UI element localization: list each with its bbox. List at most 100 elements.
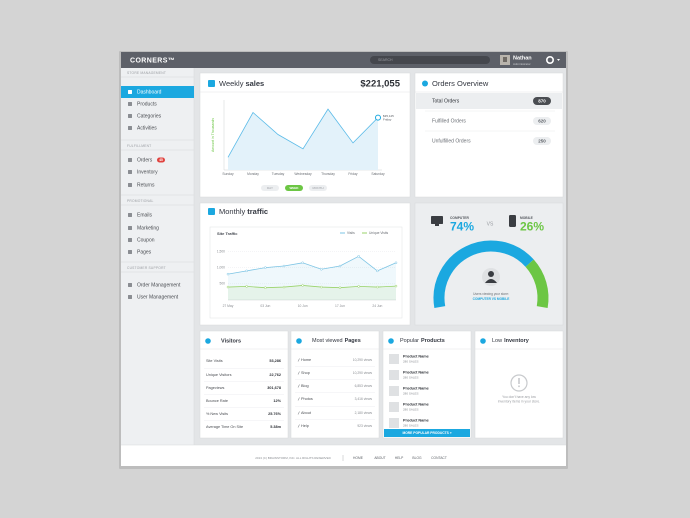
sidebar-icon xyxy=(128,213,132,217)
page-label: Help xyxy=(301,424,309,428)
search-box[interactable] xyxy=(370,56,490,64)
traffic-point xyxy=(338,264,342,268)
sidebar-icon xyxy=(128,283,132,287)
x-tick-label: Tuesday xyxy=(272,172,285,176)
footer-link[interactable]: HELP xyxy=(395,456,404,460)
legend-label: Unique Visits xyxy=(369,231,389,235)
pages-title-bold: Pages xyxy=(345,338,361,344)
panel xyxy=(474,330,564,439)
sidebar-item[interactable]: Order Management xyxy=(137,283,181,289)
title-icon xyxy=(208,208,215,215)
x-tick-label: Wednesday xyxy=(294,172,312,176)
settings-icon[interactable] xyxy=(545,55,554,64)
product-sales: 280 SALES xyxy=(403,407,419,411)
page-label: Home xyxy=(301,358,311,362)
page-views: 10,290 views xyxy=(353,358,373,362)
more-button[interactable] xyxy=(384,429,470,437)
sidebar-item[interactable]: Orders xyxy=(137,158,153,164)
sales-annotation: $35,125 xyxy=(383,114,394,118)
sidebar-item[interactable]: Dashboard xyxy=(137,90,162,96)
sidebar-active-item xyxy=(121,86,194,98)
inventory-title: Low Inventory xyxy=(492,338,530,344)
title-icon xyxy=(422,80,428,87)
footer-link[interactable]: CONTACT xyxy=(431,456,447,460)
y-tick-label: 1,000 xyxy=(217,266,225,270)
products-title-light: Popular xyxy=(400,338,419,344)
sidebar-icon xyxy=(128,295,132,299)
sidebar-item[interactable]: Pages xyxy=(137,250,152,256)
footer xyxy=(121,445,566,466)
avatar-face xyxy=(503,57,507,62)
sidebar-item[interactable]: Returns xyxy=(137,183,155,189)
x-tick-label: 10 Jun xyxy=(298,304,308,308)
legend-label: Visits xyxy=(347,231,355,235)
sidebar-section-title: FULFILLMENT xyxy=(127,144,151,148)
traffic-area xyxy=(228,285,396,300)
traffic-point xyxy=(376,285,379,289)
x-tick-label: 03 Jun xyxy=(260,304,270,308)
traffic-point xyxy=(226,272,230,276)
user-icon-head xyxy=(488,271,494,277)
x-tick-label: Saturday xyxy=(371,172,385,176)
page-label: Blog xyxy=(301,384,309,388)
orders-pill xyxy=(533,137,551,145)
traffic-point xyxy=(394,261,398,265)
product-name: Product Name xyxy=(403,387,429,391)
product-thumb xyxy=(389,354,399,364)
weekly-title-light: Weekly xyxy=(219,79,244,88)
sidebar-item[interactable]: Activities xyxy=(137,126,157,132)
sidebar-item[interactable]: Coupon xyxy=(137,238,155,244)
x-tick-label: 27 May xyxy=(223,304,234,308)
device-caption-bold: COMPUTER VS MOBILE xyxy=(473,297,510,301)
sidebar-item[interactable]: Inventory xyxy=(137,170,158,176)
products-title: Popular Products xyxy=(400,338,445,344)
footer-link[interactable]: HOME xyxy=(353,456,364,460)
y-tick-label: 1,500 xyxy=(217,249,225,253)
sidebar-section-title: PROMOTIONAL xyxy=(127,199,154,203)
footer-link[interactable]: ABOUT xyxy=(374,456,385,460)
traffic-point xyxy=(357,285,360,288)
sidebar-item[interactable]: Products xyxy=(137,102,157,108)
traffic-point xyxy=(338,286,342,289)
traffic-line xyxy=(227,285,397,289)
vs-label: VS xyxy=(487,221,494,227)
monitor-icon xyxy=(431,216,443,224)
sidebar-section-title: STORE MANAGEMENT xyxy=(127,71,166,75)
x-tick-label: Thursday xyxy=(321,172,335,176)
y-tick-label: 500 xyxy=(219,282,225,286)
device-value: 74% xyxy=(450,220,474,234)
visitors-label: Pageviews xyxy=(206,386,224,390)
sidebar-icon xyxy=(128,158,132,162)
sidebar-badge: 45 xyxy=(159,158,163,162)
device-arc xyxy=(525,259,549,308)
chart-title: Site Traffic xyxy=(217,231,238,236)
range-button[interactable] xyxy=(261,185,279,191)
page-label: About xyxy=(301,411,312,415)
sidebar-icon xyxy=(128,90,132,94)
title-icon xyxy=(208,80,215,87)
sales-annotation-day: Friday xyxy=(383,117,392,121)
page-icon xyxy=(297,411,300,415)
monitor-stand xyxy=(435,224,439,226)
traffic-point xyxy=(226,285,230,289)
product-sales: 280 SALES xyxy=(403,359,419,363)
range-button[interactable] xyxy=(285,185,303,191)
sidebar-icon xyxy=(128,183,132,187)
empty-icon xyxy=(510,374,528,392)
product-sales: 280 SALES xyxy=(403,375,419,379)
sidebar-item[interactable]: Marketing xyxy=(137,226,159,232)
footer-link[interactable]: BLOG xyxy=(412,456,422,460)
sales-point xyxy=(375,114,381,121)
sales-area xyxy=(228,109,378,170)
inventory-title-bold: Inventory xyxy=(504,338,530,344)
sidebar-item[interactable]: Categories xyxy=(137,114,162,120)
range-button[interactable] xyxy=(309,185,327,191)
sidebar-item[interactable]: User Management xyxy=(137,295,179,301)
x-tick-label: 24 Jun xyxy=(372,304,382,308)
sidebar-section-title: CUSTOMER SUPPORT xyxy=(127,266,166,270)
traffic-point xyxy=(376,269,379,273)
visitors-label: Site Visits xyxy=(206,359,223,363)
weekly-total: $221,055 xyxy=(360,79,400,90)
sidebar-icon xyxy=(128,126,132,130)
sidebar-item[interactable]: Emails xyxy=(137,213,153,219)
